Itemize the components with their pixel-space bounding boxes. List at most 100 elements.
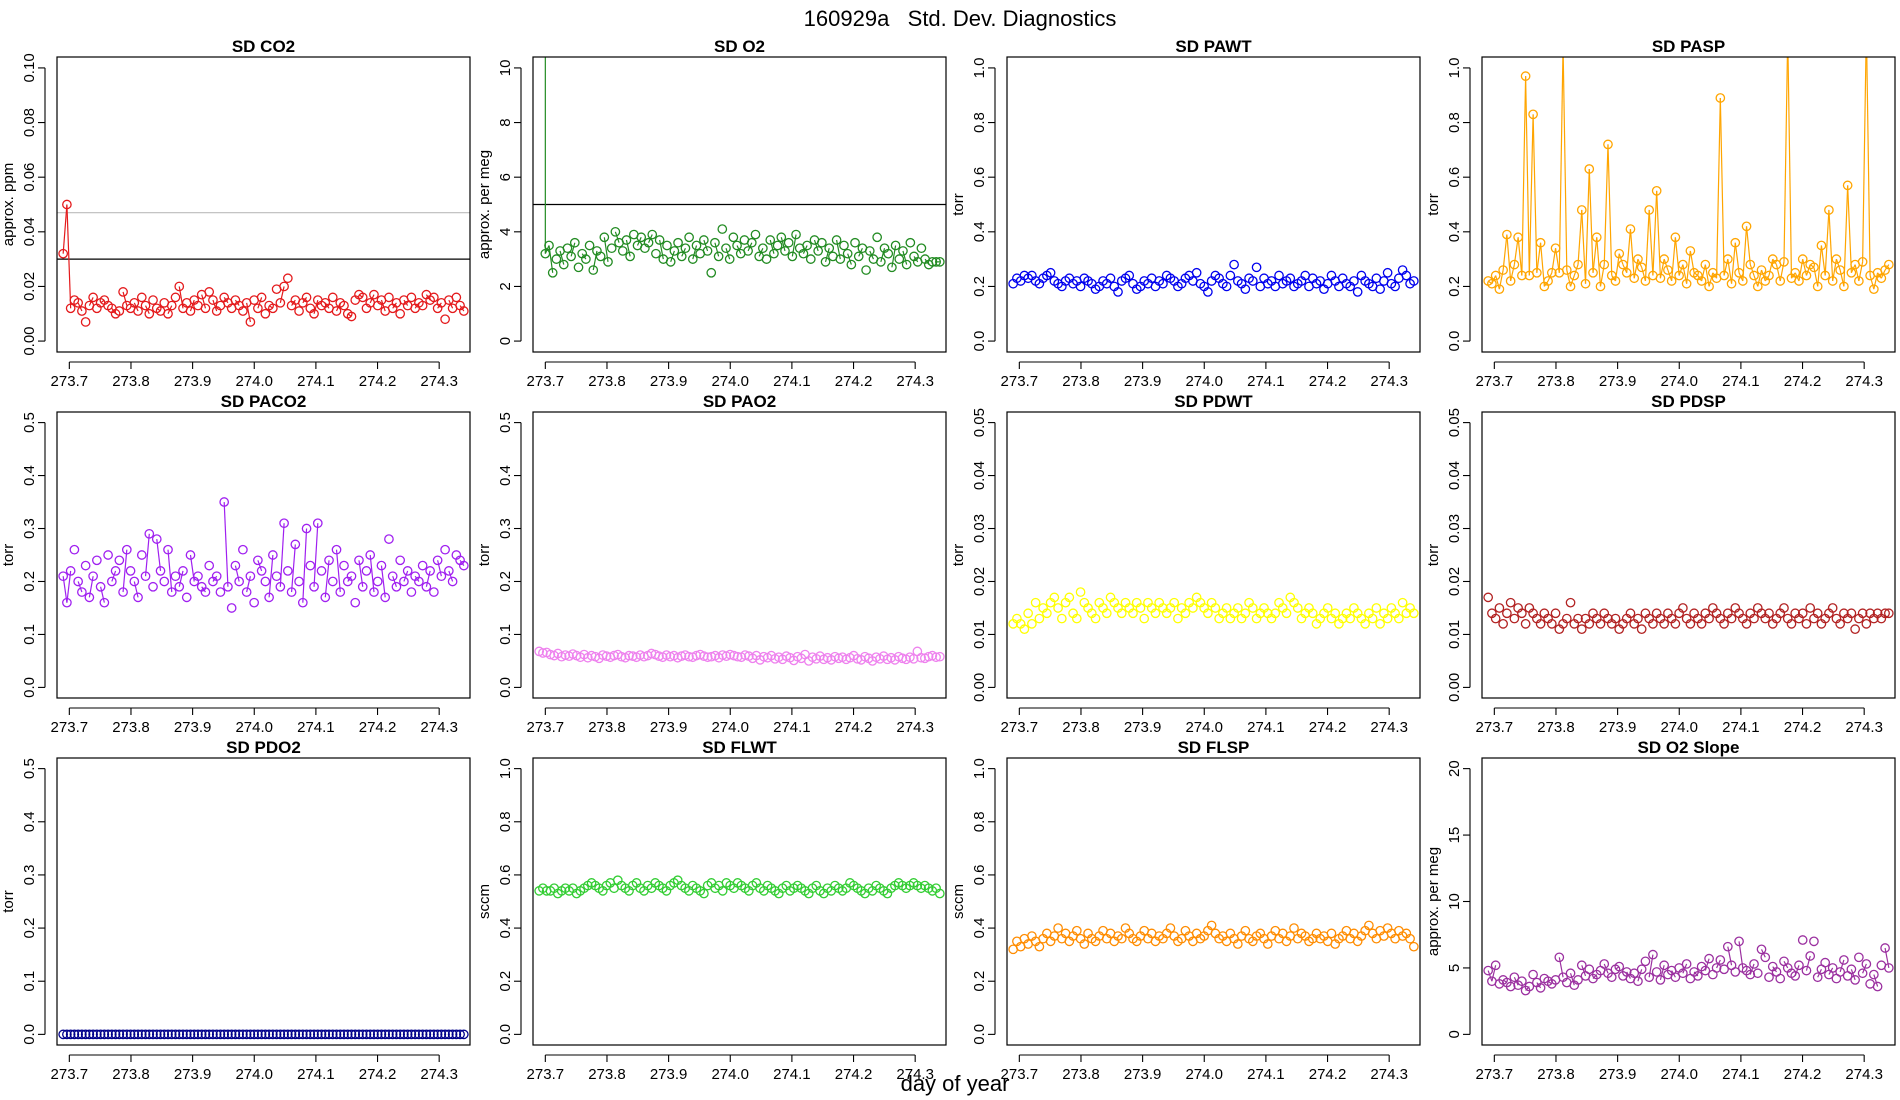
data-point xyxy=(260,308,271,319)
data-point xyxy=(1663,265,1673,275)
data-point xyxy=(1678,603,1688,613)
data-point xyxy=(1221,281,1232,292)
data-point xyxy=(717,886,728,896)
x-tick-label: 274.3 xyxy=(420,1066,458,1083)
data-point xyxy=(584,240,595,251)
data-point xyxy=(331,306,342,316)
plot-frame xyxy=(56,757,471,1046)
data-point xyxy=(1550,243,1561,254)
series-segment xyxy=(1569,275,1575,287)
data-point xyxy=(178,1029,188,1040)
data-point xyxy=(1756,265,1767,275)
series-segment xyxy=(714,242,720,257)
data-point xyxy=(1636,624,1647,634)
data-point xyxy=(1565,597,1576,608)
data-point xyxy=(1262,939,1273,949)
data-point xyxy=(77,1029,87,1040)
data-point xyxy=(1483,592,1494,603)
series-segment xyxy=(167,549,173,593)
y-tick-label: 0.3 xyxy=(497,518,514,539)
data-point xyxy=(699,888,709,899)
x-tick-label: 273.7 xyxy=(1001,1066,1039,1083)
data-point xyxy=(901,259,912,270)
series-segment xyxy=(223,502,229,587)
y-tick-label: 0.6 xyxy=(971,864,988,885)
data-point xyxy=(1719,964,1729,975)
data-point xyxy=(798,248,809,259)
data-point xyxy=(1715,955,1726,965)
data-point xyxy=(1861,619,1872,629)
y-axis-label: approx. per meg xyxy=(476,150,493,259)
data-point xyxy=(673,237,683,248)
data-point xyxy=(1520,71,1531,81)
data-point xyxy=(1741,221,1752,232)
series-segment xyxy=(1644,209,1650,282)
data-point xyxy=(327,292,338,303)
data-point xyxy=(1124,270,1135,281)
data-point xyxy=(1749,613,1759,624)
data-point xyxy=(241,587,252,597)
plot-frame xyxy=(56,411,471,699)
data-point xyxy=(342,1029,353,1040)
series-segment xyxy=(257,297,263,309)
y-tick-label: 10 xyxy=(1446,893,1463,910)
series-segment xyxy=(1641,267,1647,282)
data-point xyxy=(226,1029,237,1040)
data-point xyxy=(324,1029,334,1040)
series-segment xyxy=(1772,966,1777,973)
data-point xyxy=(357,1029,368,1040)
series-segment xyxy=(1569,973,1575,986)
data-point xyxy=(62,199,72,210)
data-point xyxy=(234,1029,245,1040)
data-point xyxy=(1648,619,1658,629)
y-tick-label: 0.4 xyxy=(1446,221,1463,242)
data-point xyxy=(1498,619,1508,629)
data-point xyxy=(1229,259,1239,270)
data-point xyxy=(260,1029,271,1040)
data-point xyxy=(92,1029,102,1040)
data-point xyxy=(369,289,379,300)
data-point xyxy=(211,571,222,582)
data-point xyxy=(1880,943,1890,953)
data-point xyxy=(1483,965,1494,976)
data-point xyxy=(934,651,945,662)
data-point xyxy=(1203,608,1213,619)
data-point xyxy=(1670,972,1681,983)
series-segment xyxy=(1495,275,1500,290)
data-point xyxy=(1487,278,1497,289)
data-point xyxy=(148,581,158,592)
data-point xyxy=(1116,933,1127,944)
data-point xyxy=(1640,956,1651,967)
data-point xyxy=(1648,949,1658,960)
data-point xyxy=(1749,270,1759,281)
data-point xyxy=(440,1029,450,1040)
data-point xyxy=(787,251,798,262)
data-point xyxy=(750,229,761,240)
panel-title: SD FLWT xyxy=(702,738,777,757)
data-point xyxy=(1749,959,1759,969)
y-tick-label: 0.4 xyxy=(21,465,38,486)
data-point xyxy=(1270,608,1281,619)
data-point xyxy=(391,1029,402,1040)
data-point xyxy=(813,246,824,256)
data-point xyxy=(1591,232,1602,243)
x-tick-label: 273.8 xyxy=(112,719,150,736)
y-tick-label: 0.05 xyxy=(1446,408,1463,437)
data-point xyxy=(560,650,571,660)
y-tick-label: 0.04 xyxy=(1446,461,1463,490)
data-point xyxy=(253,1029,263,1040)
series-segment xyxy=(291,299,296,306)
data-point xyxy=(365,1029,376,1040)
data-point xyxy=(1206,920,1217,931)
data-point xyxy=(883,248,894,259)
series-segment xyxy=(1603,144,1609,265)
data-point xyxy=(833,653,844,664)
data-point xyxy=(1247,603,1258,613)
series-segment xyxy=(212,299,218,312)
series-segment xyxy=(1536,242,1542,273)
data-point xyxy=(853,251,864,262)
x-tick-label: 274.3 xyxy=(896,719,934,736)
data-layer xyxy=(1483,57,1894,295)
data-point xyxy=(144,1029,155,1040)
